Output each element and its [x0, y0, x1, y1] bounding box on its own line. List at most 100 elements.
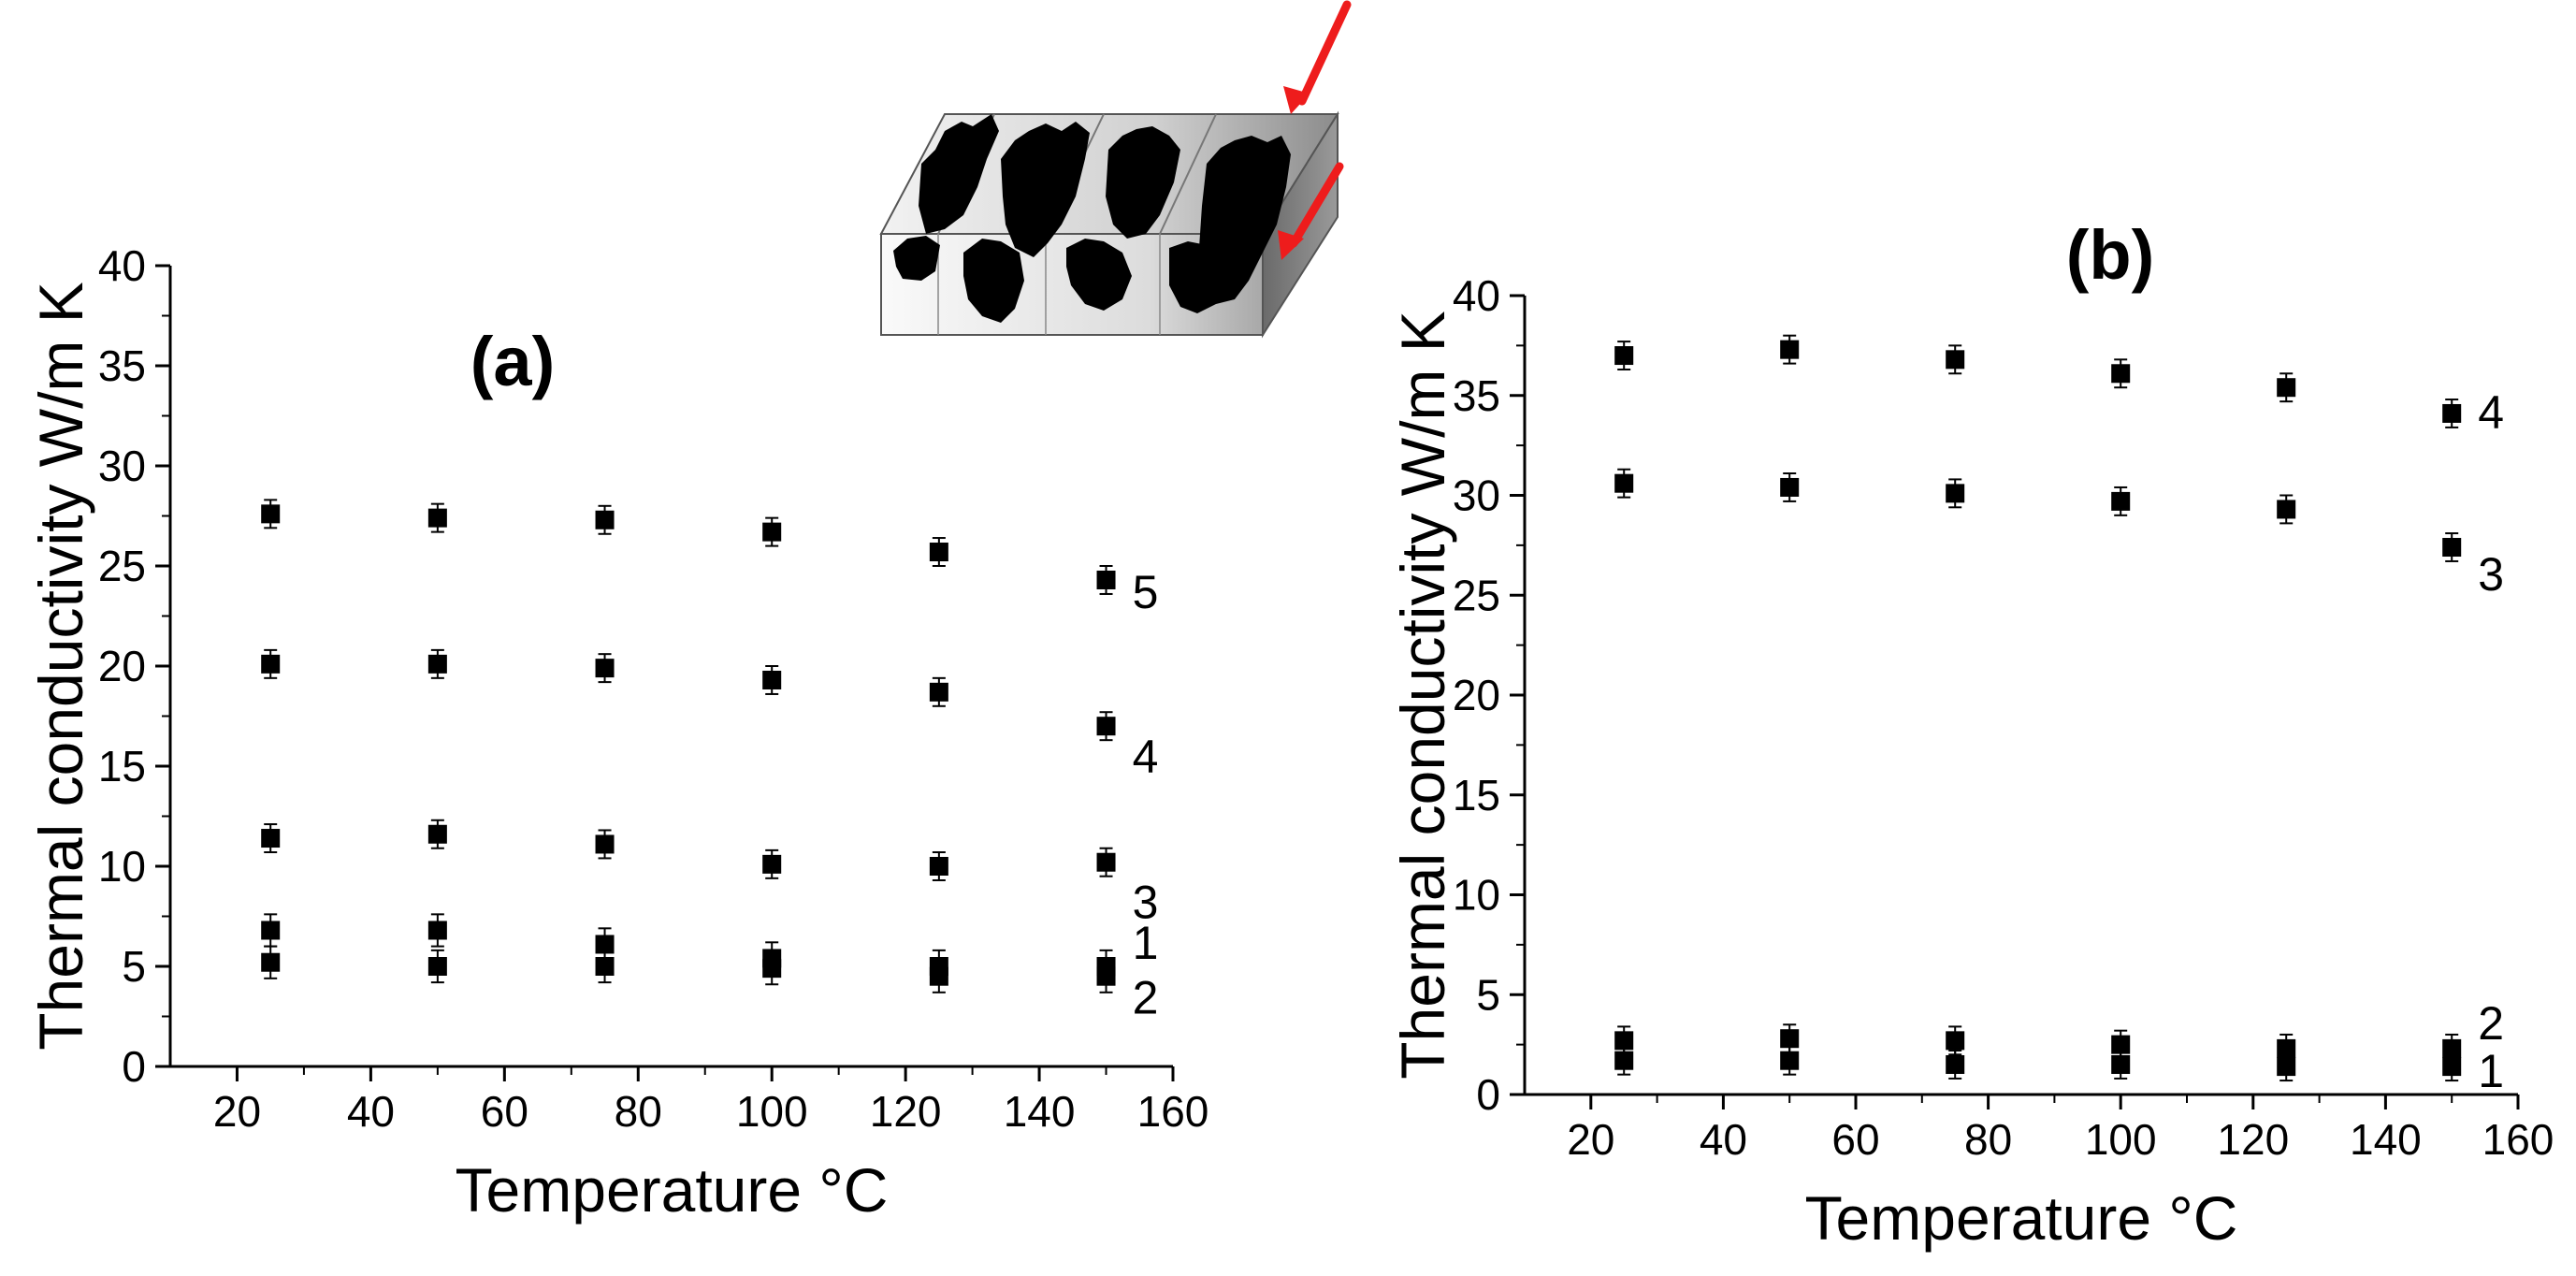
- x-tick-label: 140: [1004, 1087, 1076, 1136]
- x-tick-label: 80: [1964, 1115, 2012, 1164]
- series-label: 3: [2478, 548, 2504, 601]
- x-tick-label: 40: [1700, 1115, 1747, 1164]
- panel-label: (a): [470, 323, 555, 400]
- data-point: [762, 670, 782, 689]
- data-point: [2111, 1054, 2131, 1074]
- x-tick-label: 120: [870, 1087, 942, 1136]
- data-point: [427, 654, 447, 674]
- series-label: 4: [2478, 386, 2504, 439]
- data-point: [762, 959, 782, 979]
- y-axis-label: Thermal conductivity W/m K: [26, 282, 95, 1051]
- y-tick-label: 15: [98, 742, 146, 790]
- y-tick-label: 30: [1453, 471, 1500, 520]
- x-tick-label: 40: [347, 1087, 395, 1136]
- y-tick-label: 40: [1453, 271, 1500, 320]
- data-point: [1946, 1031, 1965, 1051]
- x-tick-label: 120: [2217, 1115, 2289, 1164]
- y-tick-label: 5: [1476, 970, 1500, 1019]
- data-point: [1096, 570, 1116, 589]
- data-point: [1946, 484, 1965, 503]
- x-tick-label: 100: [736, 1087, 808, 1136]
- data-point: [2442, 538, 2462, 558]
- data-point: [1096, 852, 1116, 872]
- series-label: 2: [2478, 997, 2504, 1050]
- data-point: [762, 522, 782, 542]
- data-point: [2277, 378, 2296, 398]
- y-tick-label: 35: [1453, 371, 1500, 420]
- series-label: 3: [1133, 877, 1159, 929]
- data-point: [1614, 346, 1634, 366]
- x-tick-label: 140: [2350, 1115, 2422, 1164]
- x-tick-label: 20: [1567, 1115, 1614, 1164]
- arrow-shaft: [1297, 0, 1352, 106]
- y-tick-label: 10: [1453, 871, 1500, 920]
- data-point: [2111, 491, 2131, 511]
- data-point: [2111, 1035, 2131, 1054]
- x-axis-label: Temperature °C: [456, 1155, 889, 1225]
- y-tick-label: 20: [1453, 671, 1500, 719]
- series-label: 5: [1133, 566, 1159, 618]
- y-tick-label: 15: [1453, 771, 1500, 819]
- fiber-cluster: [893, 114, 1291, 323]
- data-point: [261, 921, 281, 940]
- data-point: [2442, 403, 2462, 423]
- block-divider-line: [1159, 113, 1217, 235]
- x-tick-label: 100: [2085, 1115, 2157, 1164]
- data-point: [1946, 1054, 1965, 1074]
- arrow-head: [1278, 230, 1304, 260]
- x-tick-label: 60: [1831, 1115, 1879, 1164]
- series-label: 2: [1133, 972, 1159, 1024]
- arrow-shaft: [1289, 162, 1344, 248]
- y-tick-label: 20: [98, 642, 146, 690]
- y-tick-label: 0: [122, 1042, 146, 1091]
- data-point: [1614, 1031, 1634, 1051]
- data-point: [1946, 350, 1965, 370]
- data-point: [2277, 1057, 2296, 1077]
- series-label: 1: [1133, 917, 1159, 969]
- chart-panel-b: 0 5 10 15 20 25 30 35 40 20 40 60 80 100 120 140 160 Temp…: [1388, 216, 2554, 1253]
- x-tick-label: 160: [2482, 1115, 2554, 1164]
- arrow-head: [1283, 86, 1310, 114]
- data-point: [929, 682, 948, 702]
- y-tick-label: 25: [98, 542, 146, 590]
- x-axis-label: Temperature °C: [1805, 1183, 2238, 1253]
- data-point: [1780, 1051, 1800, 1070]
- y-tick-label: 30: [98, 442, 146, 490]
- data-point: [1780, 477, 1800, 497]
- data-point: [929, 857, 948, 876]
- y-tick-label: 0: [1476, 1070, 1500, 1119]
- series-label: 1: [2478, 1045, 2504, 1097]
- data-point: [261, 504, 281, 524]
- panel-label: (b): [2066, 216, 2155, 294]
- data-point: [1096, 717, 1116, 736]
- y-tick-label: 5: [122, 942, 146, 991]
- y-axis-label: Thermal conductivity W/m K: [1388, 311, 1457, 1080]
- y-tick-label: 40: [98, 241, 146, 290]
- data-point: [929, 966, 948, 986]
- y-tick-label: 35: [98, 341, 146, 390]
- data-point: [261, 829, 281, 848]
- series-label: 4: [1133, 731, 1159, 783]
- data-point: [595, 834, 615, 854]
- data-point: [427, 957, 447, 976]
- data-point: [762, 854, 782, 874]
- y-tick-label: 10: [98, 842, 146, 891]
- data-point: [595, 935, 615, 954]
- data-point: [1614, 473, 1634, 493]
- data-point: [2111, 364, 2131, 384]
- data-point: [261, 952, 281, 972]
- data-point: [1614, 1051, 1634, 1070]
- data-point: [1780, 340, 1800, 359]
- data-point: [427, 921, 447, 940]
- data-point: [595, 957, 615, 976]
- data-point: [1096, 966, 1116, 986]
- data-point: [2442, 1057, 2462, 1077]
- fiber-block-schematic-icon: [879, 0, 1352, 339]
- data-point: [427, 824, 447, 844]
- x-tick-label: 80: [615, 1087, 662, 1136]
- x-tick-label: 160: [1137, 1087, 1209, 1136]
- data-point: [427, 508, 447, 528]
- x-tick-label: 60: [481, 1087, 528, 1136]
